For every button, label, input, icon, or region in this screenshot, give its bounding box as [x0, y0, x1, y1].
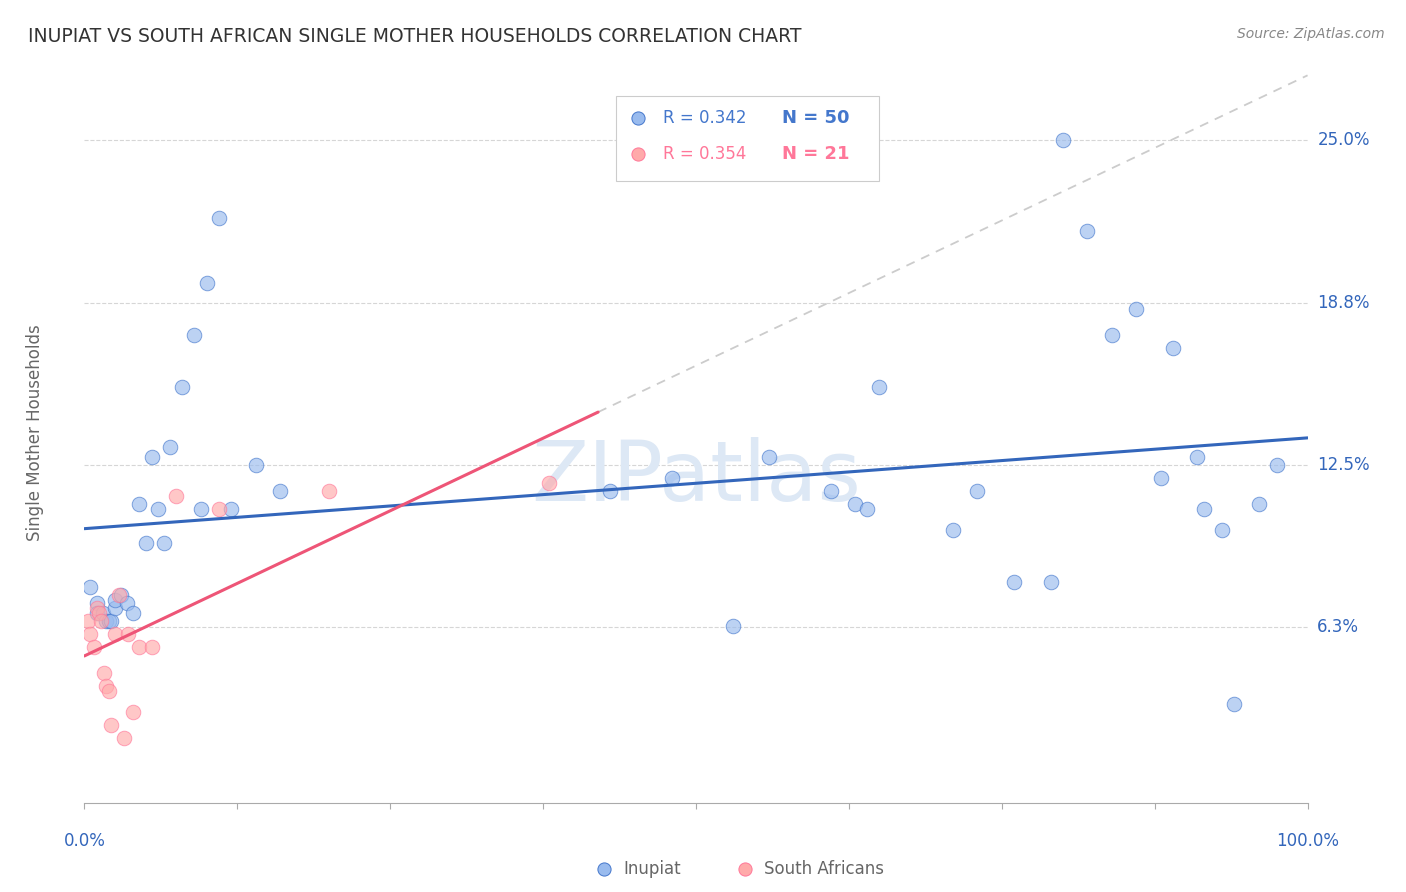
Text: N = 50: N = 50: [782, 109, 849, 127]
Point: [122, 606, 145, 620]
Text: 100.0%: 100.0%: [1277, 832, 1339, 850]
Point: [128, 497, 150, 511]
Text: Inupiat: Inupiat: [624, 861, 682, 879]
FancyBboxPatch shape: [616, 95, 880, 181]
Text: 18.8%: 18.8%: [1317, 293, 1369, 311]
Point: [122, 705, 145, 719]
Point: [87, 606, 110, 620]
Point: [844, 497, 866, 511]
Point: [83, 640, 105, 654]
Point: [135, 536, 157, 550]
Point: [91, 606, 114, 620]
Point: [93, 665, 115, 680]
Point: [96, 614, 118, 628]
Point: [1161, 341, 1184, 355]
Point: [159, 440, 181, 454]
Point: [758, 450, 780, 465]
Point: [86, 601, 108, 615]
Point: [104, 593, 127, 607]
Text: South Africans: South Africans: [765, 861, 884, 879]
Point: [96, 679, 118, 693]
Text: 25.0%: 25.0%: [1317, 131, 1369, 149]
Text: Source: ZipAtlas.com: Source: ZipAtlas.com: [1237, 27, 1385, 41]
Point: [141, 450, 163, 465]
Point: [1223, 697, 1246, 711]
Point: [538, 476, 561, 491]
Point: [86, 606, 108, 620]
Point: [318, 484, 340, 499]
Point: [269, 484, 291, 499]
Point: [1247, 497, 1270, 511]
Point: [661, 471, 683, 485]
Point: [100, 614, 122, 628]
Text: 0.0%: 0.0%: [63, 832, 105, 850]
Point: [190, 502, 212, 516]
Point: [1265, 458, 1288, 472]
Point: [1039, 574, 1062, 589]
Text: R = 0.342: R = 0.342: [664, 109, 747, 127]
Point: [1101, 328, 1123, 343]
Point: [208, 502, 231, 516]
Point: [1052, 133, 1074, 147]
Text: 6.3%: 6.3%: [1317, 618, 1360, 637]
Point: [942, 523, 965, 537]
Point: [117, 627, 139, 641]
Text: N = 21: N = 21: [782, 145, 849, 162]
Point: [110, 588, 132, 602]
Point: [165, 489, 187, 503]
Point: [1211, 523, 1233, 537]
Point: [599, 484, 621, 499]
Point: [141, 640, 163, 654]
Point: [1150, 471, 1173, 485]
Point: [1125, 302, 1147, 317]
Point: [128, 640, 150, 654]
Point: [820, 484, 842, 499]
Point: [146, 502, 169, 516]
Text: INUPIAT VS SOUTH AFRICAN SINGLE MOTHER HOUSEHOLDS CORRELATION CHART: INUPIAT VS SOUTH AFRICAN SINGLE MOTHER H…: [28, 27, 801, 45]
Point: [208, 211, 231, 226]
Point: [869, 380, 891, 394]
Point: [1187, 450, 1209, 465]
Point: [79, 627, 101, 641]
Text: Single Mother Households: Single Mother Households: [27, 325, 45, 541]
Point: [115, 596, 138, 610]
Point: [97, 684, 120, 698]
Point: [97, 614, 120, 628]
Point: [856, 502, 879, 516]
Point: [77, 614, 100, 628]
Point: [107, 588, 129, 602]
Text: R = 0.354: R = 0.354: [664, 145, 747, 162]
Point: [245, 458, 267, 472]
Text: ZIPatlas: ZIPatlas: [531, 436, 860, 517]
Point: [195, 277, 218, 291]
Point: [721, 619, 744, 633]
Point: [1192, 502, 1215, 516]
Point: [86, 596, 108, 610]
Point: [104, 601, 127, 615]
Point: [219, 502, 242, 516]
Point: [966, 484, 988, 499]
Point: [90, 614, 112, 628]
Point: [1076, 224, 1098, 238]
Point: [172, 380, 194, 394]
Point: [112, 731, 135, 745]
Point: [183, 328, 205, 343]
Text: 12.5%: 12.5%: [1317, 456, 1369, 474]
Point: [79, 580, 101, 594]
Point: [104, 627, 127, 641]
Point: [153, 536, 176, 550]
Point: [100, 718, 122, 732]
Point: [1002, 574, 1025, 589]
